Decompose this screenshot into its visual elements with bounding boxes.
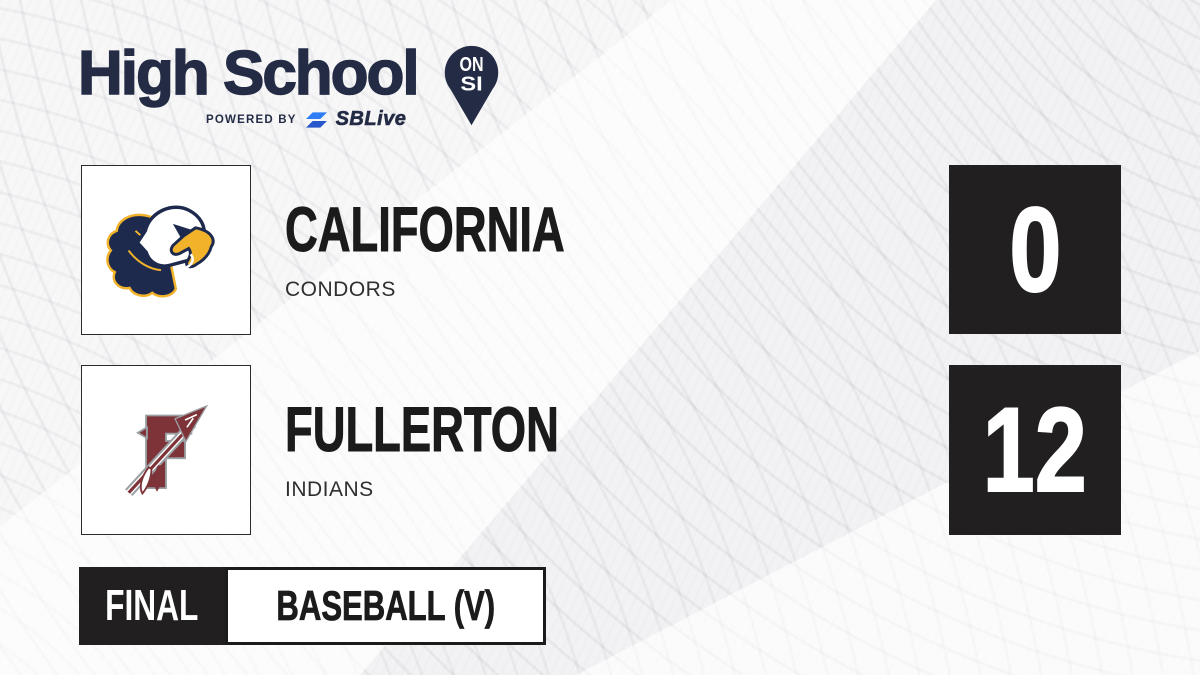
team1-name: CALIFORNIA [285,194,565,265]
brand-title: High School [77,38,420,109]
sport-box: BASEBALL (V) [225,567,546,645]
team1-text: CALIFORNIA CONDORS [285,165,673,335]
brand-name: SBLive [335,108,407,131]
team2-name: FULLERTON [285,394,560,465]
location-pin-icon: ON SI [444,45,499,126]
team2-mascot: INDIANS [285,477,374,501]
team1-score-box: 0 [949,165,1121,334]
pin-text-si: SI [460,72,482,95]
team2-text: FULLERTON INDIANS [285,365,665,535]
sblive-bolt-icon [305,111,327,128]
sport-label: BASEBALL (V) [276,582,495,629]
game-status-box: FINAL [79,567,225,645]
powered-by-row: POWERED BY SBLive [206,108,406,131]
team2-score: 12 [982,383,1088,517]
spear-f-logo [125,404,209,497]
team2-score-box: 12 [949,365,1121,535]
footer-bar: FINAL BASEBALL (V) [79,567,546,645]
game-status-label: FINAL [105,581,199,630]
team1-mascot: CONDORS [285,277,396,301]
condor-head-logo [106,205,215,298]
team1-logo-box [81,165,251,335]
pin-text-on: ON [459,53,483,76]
team2-logo-box [81,365,251,535]
powered-by-label: POWERED BY [206,113,297,126]
team1-score: 0 [1008,182,1062,317]
